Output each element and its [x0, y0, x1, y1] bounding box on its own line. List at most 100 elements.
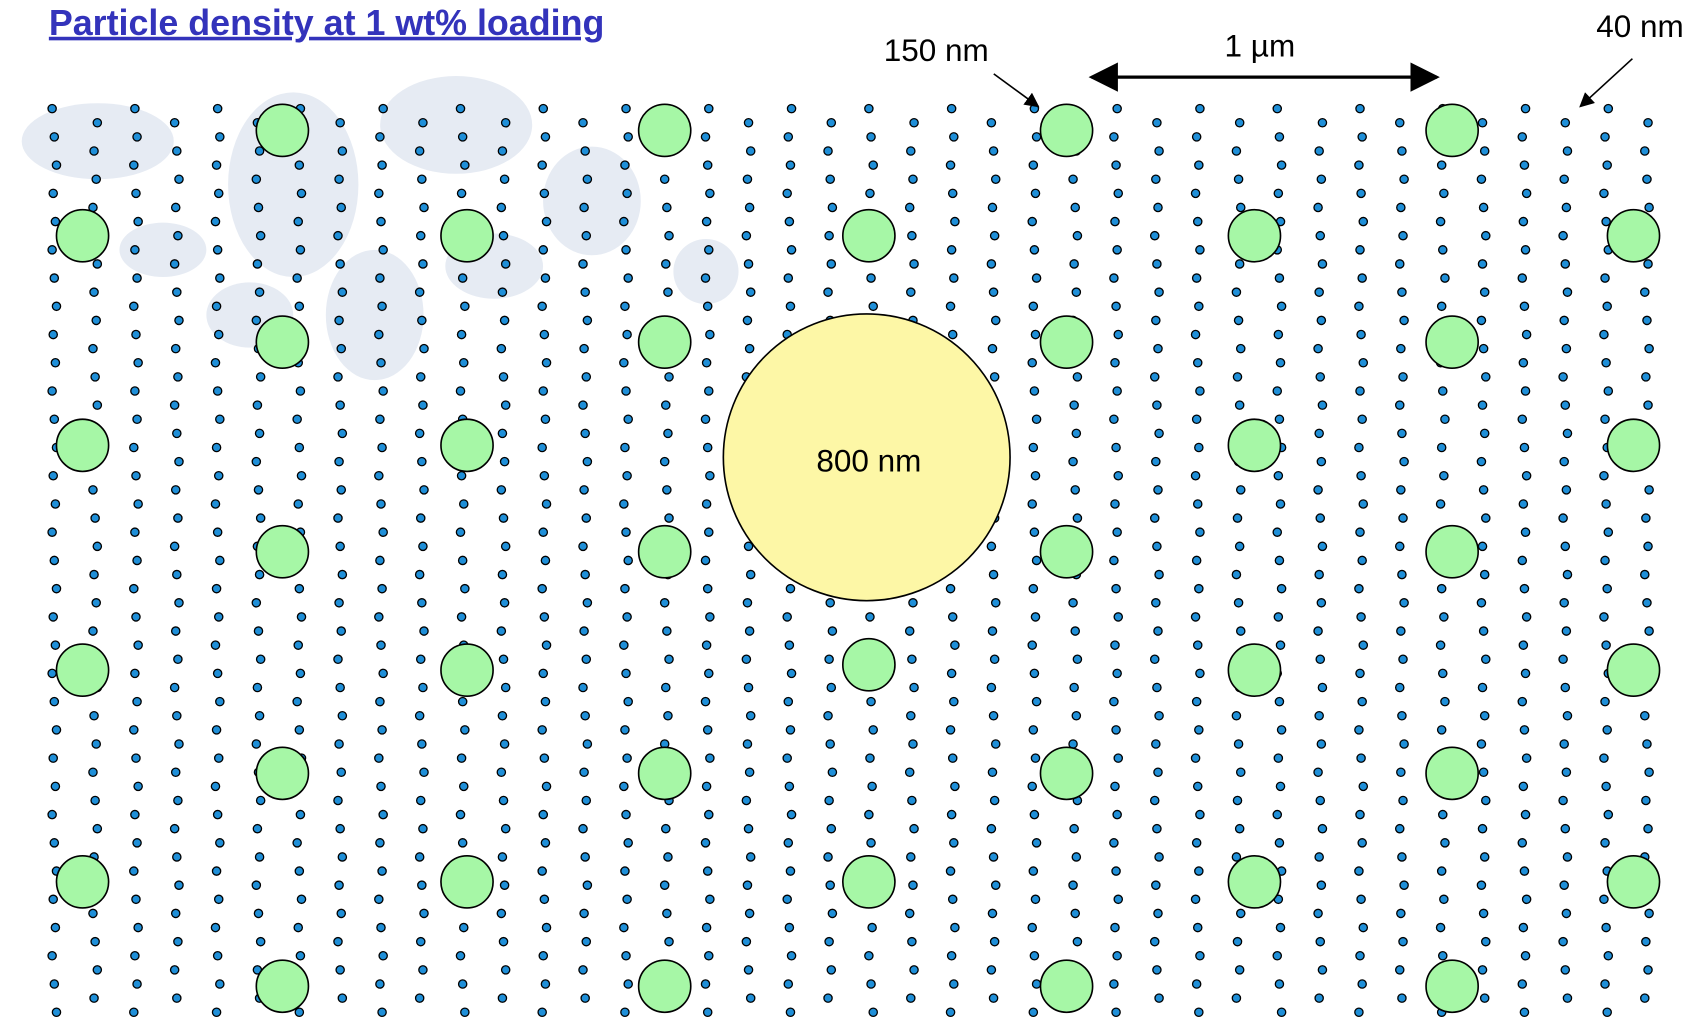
small-particle [1518, 980, 1526, 988]
small-particle [338, 288, 346, 296]
small-particle [1194, 641, 1202, 649]
small-particle [706, 189, 714, 197]
small-particle [375, 895, 383, 903]
small-particle [1479, 345, 1487, 353]
small-particle [542, 217, 550, 225]
small-particle [1073, 938, 1081, 946]
small-particle [1113, 105, 1121, 113]
small-particle [744, 966, 752, 974]
small-particle [1399, 938, 1407, 946]
small-particle [622, 387, 630, 395]
small-particle [1436, 217, 1444, 225]
small-particle [907, 288, 915, 296]
small-particle [1070, 401, 1078, 409]
medium-particle [56, 644, 108, 696]
small-particle [538, 867, 546, 875]
small-particle [1481, 147, 1489, 155]
small-particle [336, 542, 344, 550]
small-particle [1520, 585, 1528, 593]
small-particle [1477, 457, 1485, 465]
small-particle [134, 923, 142, 931]
small-particle [747, 853, 755, 861]
small-particle [701, 980, 709, 988]
small-particle [1602, 500, 1610, 508]
small-particle [743, 316, 751, 324]
small-particle [1154, 768, 1162, 776]
small-particle [624, 980, 632, 988]
small-particle [824, 994, 832, 1002]
small-particle [1397, 203, 1405, 211]
small-particle [1563, 712, 1571, 720]
small-particle [1194, 923, 1202, 931]
small-particle [624, 556, 632, 564]
small-particle [704, 161, 712, 169]
small-particle [624, 133, 632, 141]
small-particle [48, 105, 56, 113]
small-particle [908, 655, 916, 663]
small-particle [49, 330, 57, 338]
small-particle [1274, 189, 1282, 197]
small-particle [538, 585, 546, 593]
small-particle [173, 712, 181, 720]
small-particle [579, 542, 587, 550]
small-particle [1604, 528, 1612, 536]
small-particle [257, 373, 265, 381]
small-particle [1561, 260, 1569, 268]
small-particle [622, 105, 630, 113]
small-particle [418, 175, 426, 183]
small-particle [910, 119, 918, 127]
small-particle [253, 401, 261, 409]
small-particle [540, 330, 548, 338]
small-particle [1478, 542, 1486, 550]
small-particle [1518, 556, 1526, 564]
small-particle [1441, 274, 1449, 282]
small-particle [908, 938, 916, 946]
small-particle [1481, 570, 1489, 578]
small-particle [377, 500, 385, 508]
small-particle [1520, 867, 1528, 875]
small-particle [950, 839, 958, 847]
small-particle [1112, 302, 1120, 310]
small-particle [1355, 302, 1363, 310]
small-particle [90, 570, 98, 578]
small-particle [502, 966, 510, 974]
small-particle [379, 810, 387, 818]
small-particle [1196, 528, 1204, 536]
small-particle [541, 556, 549, 564]
medium-particle [1426, 526, 1478, 578]
small-particle [1355, 1008, 1363, 1016]
small-particle [1154, 345, 1162, 353]
small-particle [51, 359, 59, 367]
small-particle [1602, 782, 1610, 790]
small-particle [539, 528, 547, 536]
small-particle [48, 528, 56, 536]
small-particle [702, 359, 710, 367]
small-particle [295, 585, 303, 593]
small-particle [1559, 232, 1567, 240]
small-particle [338, 853, 346, 861]
small-particle [540, 613, 548, 621]
small-particle [786, 1008, 794, 1016]
small-particle [1641, 570, 1649, 578]
annotation: 150 nm [884, 32, 989, 68]
small-particle [297, 472, 305, 480]
small-particle [701, 415, 709, 423]
scale-bar-label: 1 µm [1225, 27, 1296, 63]
small-particle [130, 585, 138, 593]
small-particle [541, 133, 549, 141]
small-particle [1273, 810, 1281, 818]
small-particle [582, 373, 590, 381]
small-particle [783, 189, 791, 197]
small-particle [1358, 698, 1366, 706]
small-particle [212, 585, 220, 593]
small-particle [420, 345, 428, 353]
small-particle [909, 599, 917, 607]
small-particle [787, 810, 795, 818]
small-particle [378, 443, 386, 451]
small-particle [500, 599, 508, 607]
small-particle [92, 599, 100, 607]
small-particle [906, 627, 914, 635]
medium-particle [639, 316, 691, 368]
small-particle [987, 825, 995, 833]
small-particle [1559, 373, 1567, 381]
